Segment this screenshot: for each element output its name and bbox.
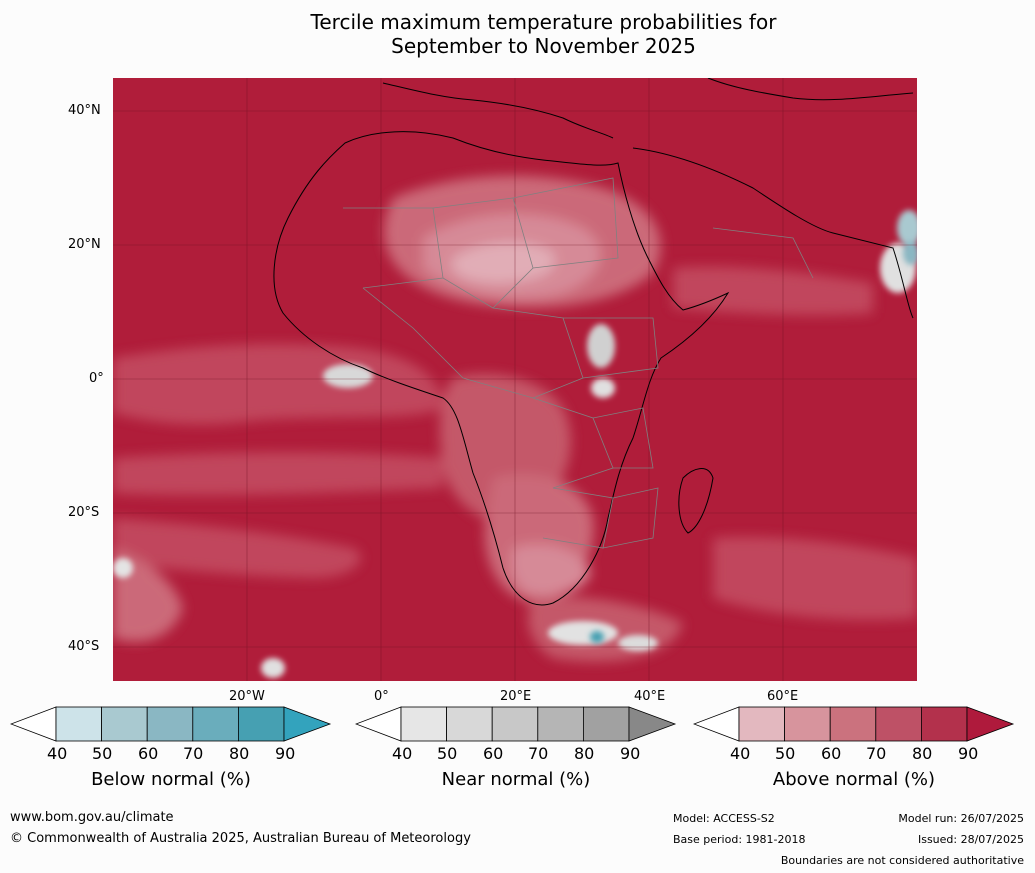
disclaimer-text: Boundaries are not considered authoritat…	[780, 854, 1024, 867]
below-tick-50: 50	[92, 744, 113, 763]
colorbar-below-normal	[10, 706, 332, 742]
below-tick-70: 70	[183, 744, 204, 763]
lat-label-40s: 40°S	[68, 639, 100, 654]
lon-label-20w: 20°W	[229, 689, 265, 704]
lat-label-20s: 20°S	[68, 505, 100, 520]
colorbar-below-cells	[10, 706, 332, 742]
below-colorbar-cell-5	[237, 706, 285, 742]
below-colorbar-high-extension	[283, 706, 332, 742]
colorbar-above-normal	[693, 706, 1015, 742]
colorbar-above-cells	[693, 706, 1015, 742]
near-tick-70: 70	[528, 744, 549, 763]
below-colorbar-cell-1	[55, 706, 102, 742]
near-tick-80: 80	[574, 744, 595, 763]
above-colorbar-cell-5	[920, 706, 968, 742]
website-link[interactable]: www.bom.gov.au/climate	[10, 810, 174, 825]
lat-label-40n: 40°N	[68, 103, 101, 118]
lon-label-60e: 60°E	[767, 689, 799, 704]
title-line-1: Tercile maximum temperature probabilitie…	[310, 10, 777, 34]
above-colorbar-cell-3	[829, 706, 877, 742]
near-colorbar-cell-1	[400, 706, 447, 742]
base-period-text: Base period: 1981-2018	[673, 833, 806, 846]
colorbar-near-normal	[355, 706, 677, 742]
legend-near-normal-title: Near normal (%)	[441, 769, 591, 790]
above-tick-60: 60	[821, 744, 842, 763]
above-tick-80: 80	[912, 744, 933, 763]
near-colorbar-cell-5	[582, 706, 630, 742]
below-normal-patches	[590, 210, 917, 643]
below-tick-60: 60	[138, 744, 159, 763]
near-tick-50: 50	[437, 744, 458, 763]
graticule	[113, 78, 917, 681]
above-colorbar-cell-2	[784, 706, 831, 742]
below-tick-40: 40	[47, 744, 68, 763]
probability-shading	[113, 175, 917, 662]
colorbar-near-cells	[355, 706, 677, 742]
near-colorbar-high-extension	[628, 706, 677, 742]
chart-title: Tercile maximum temperature probabilitie…	[0, 10, 1035, 58]
title-line-2: September to November 2025	[391, 34, 696, 58]
near-colorbar-cell-3	[491, 706, 539, 742]
model-run-text: Model run: 26/07/2025	[898, 812, 1024, 825]
country-borders	[343, 177, 814, 549]
below-colorbar-cell-4	[192, 706, 239, 742]
below-colorbar-cell-3	[146, 706, 194, 742]
near-tick-60: 60	[483, 744, 504, 763]
issued-text: Issued: 28/07/2025	[917, 833, 1024, 846]
above-tick-90: 90	[958, 744, 979, 763]
near-colorbar-cell-2	[446, 706, 493, 742]
near-colorbar-low-extension	[355, 706, 402, 742]
legend-below-normal-title: Below normal (%)	[91, 769, 251, 790]
forecast-map	[113, 78, 917, 681]
above-tick-50: 50	[775, 744, 796, 763]
lon-label-40e: 40°E	[634, 689, 666, 704]
above-colorbar-cell-1	[738, 706, 785, 742]
above-tick-40: 40	[730, 744, 751, 763]
legend-above-normal-title: Above normal (%)	[772, 769, 936, 790]
below-tick-80: 80	[229, 744, 250, 763]
lat-label-0: 0°	[89, 371, 104, 386]
near-colorbar-cell-4	[537, 706, 584, 742]
below-colorbar-low-extension	[10, 706, 57, 742]
below-colorbar-cell-2	[101, 706, 148, 742]
model-text: Model: ACCESS-S2	[673, 812, 775, 825]
below-tick-90: 90	[275, 744, 296, 763]
above-colorbar-high-extension	[966, 706, 1015, 742]
above-tick-70: 70	[866, 744, 887, 763]
above-colorbar-cell-4	[875, 706, 922, 742]
copyright-text: © Commonwealth of Australia 2025, Austra…	[10, 831, 471, 846]
lon-label-20e: 20°E	[500, 689, 532, 704]
lat-label-20n: 20°N	[68, 237, 101, 252]
near-tick-90: 90	[620, 744, 641, 763]
near-tick-40: 40	[392, 744, 413, 763]
above-colorbar-low-extension	[693, 706, 740, 742]
lon-label-0: 0°	[374, 689, 389, 704]
